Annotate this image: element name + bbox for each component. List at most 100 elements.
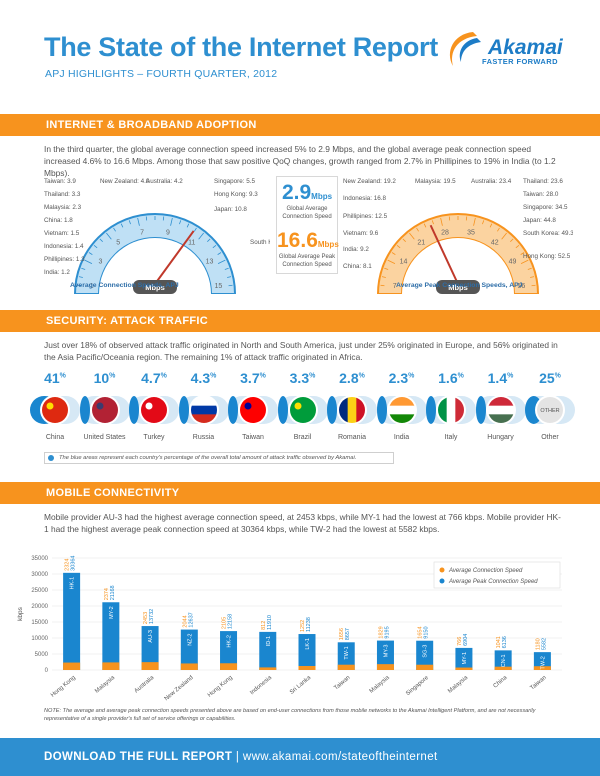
category-label: Singapore: [405, 675, 430, 698]
gauge-tick: [179, 220, 182, 225]
gauge-tick: [81, 267, 86, 270]
category-label: Malaysia: [447, 675, 470, 695]
attack-pct-value: 10%: [93, 370, 116, 386]
gauge-tick-label: 14: [400, 259, 408, 266]
avg-bar: [455, 667, 473, 670]
avg-bar: [494, 666, 512, 670]
peak-bar: [102, 602, 120, 670]
avg-value-label: 2324: [65, 559, 71, 571]
attack-fill-bar: [129, 396, 139, 424]
avg-bar: [102, 662, 120, 670]
avg-value-label: 1252: [300, 620, 306, 632]
gauge-unit: Mbps: [145, 283, 165, 292]
y-tick-label: 30000: [31, 572, 48, 578]
peak-bar: [298, 634, 316, 670]
peak-value-label: 12637: [188, 612, 194, 627]
logo-wordmark: Akamai: [488, 36, 563, 59]
gauge-tick-label: 11: [188, 240, 195, 247]
footer-banner[interactable]: DOWNLOAD THE FULL REPORT | www.akamai.co…: [0, 738, 600, 776]
provider-label: TW-1: [344, 646, 350, 659]
gauge-unit: Mbps: [448, 283, 468, 292]
gauge-country-label: Australia: 23.4: [471, 178, 512, 185]
akamai-logo-icon[interactable]: [443, 28, 583, 70]
peak-gauge-caption: Average Peak Connection Speeds, APJ: [396, 282, 523, 289]
provider-label: HK-1: [70, 577, 76, 590]
peak-bar: [259, 631, 277, 670]
avg-bar: [259, 667, 277, 670]
country-name: Other: [541, 434, 559, 441]
gauge-face: [402, 238, 514, 294]
gauge-country-label: Australia: 4.2: [146, 178, 183, 185]
gauge-tick: [186, 223, 190, 228]
country-name: Taiwan: [242, 434, 264, 441]
global-peak-unit: Mbps: [317, 240, 339, 249]
y-tick-label: 20000: [31, 604, 48, 610]
section-heading: INTERNET & BROADBAND ADOPTION: [36, 114, 267, 136]
gauge-country-label: Hong Kong: 52.5: [523, 253, 571, 260]
gauge-tick: [416, 227, 419, 232]
attack-fill-bar: [79, 396, 90, 424]
peak-value-label: 11910: [267, 615, 273, 630]
download-report-link[interactable]: DOWNLOAD THE FULL REPORT: [44, 751, 233, 763]
attack-fill-bar: [426, 396, 436, 424]
country-flag-icon: [79, 395, 130, 425]
peak-bar: [63, 572, 81, 670]
country-flag-icon: [475, 395, 526, 425]
gauge-tick-label: 9: [166, 229, 170, 236]
note-bullet-icon: [48, 455, 54, 461]
gauge-tick: [497, 227, 500, 232]
avg-value-label: 1654: [418, 626, 424, 638]
attack-pct-value: 1.4%: [487, 370, 514, 386]
gauge-tick: [217, 252, 222, 255]
gauge-tick-label: 1: [90, 283, 94, 290]
avg-bar: [141, 662, 159, 670]
country-flag-icon: [30, 395, 80, 425]
country-flag-icon: [178, 395, 229, 425]
provider-label: ID-1: [266, 636, 272, 646]
category-label: Malaysia: [94, 675, 117, 695]
gauge-country-label: India: 9.2: [343, 246, 369, 253]
gauge-tick: [482, 220, 485, 225]
peak-value-label: 8657: [345, 628, 351, 640]
category-label: Australia: [134, 675, 156, 695]
attack-fill-bar: [327, 396, 337, 424]
gauge-face: [99, 238, 211, 294]
gauge-tick: [106, 232, 112, 240]
avg-value-label: 2044: [182, 615, 188, 627]
other-label: OTHER: [540, 408, 559, 414]
country-flag-icon: [129, 395, 179, 425]
attack-pct-value: 4.3%: [190, 370, 217, 386]
global-avg-value: 2.9: [281, 181, 312, 204]
gauge-tick: [409, 232, 415, 240]
gauge-tick: [391, 252, 396, 255]
gauge-tick: [113, 227, 116, 232]
gauge-country-label: Singapore: 5.5: [214, 178, 255, 185]
peak-bar: [141, 626, 159, 670]
attack-pct-value: 3.3%: [289, 370, 316, 386]
peak-value-label: 21168: [110, 585, 116, 600]
country-name: India: [393, 434, 410, 441]
country-name: Russia: [192, 434, 215, 441]
gauge-tick: [137, 217, 140, 226]
gauge-tick: [120, 223, 124, 228]
country-flag-icon: [228, 395, 278, 425]
category-label: New Zealand: [164, 675, 195, 702]
provider-label: MY-1: [462, 652, 468, 665]
gauge-country-label: Malaysia: 19.5: [415, 178, 456, 185]
peak-value-label: 6904: [463, 634, 469, 646]
gauge-tick: [387, 259, 396, 264]
provider-label: CN-1: [501, 654, 507, 667]
peak-bar: [220, 631, 238, 670]
category-label: Taiwan: [333, 675, 351, 692]
gauge-tick: [530, 276, 535, 278]
y-tick-label: 25000: [31, 588, 48, 594]
report-url-link[interactable]: www.akamai.com/stateoftheinternet: [242, 751, 438, 763]
section-mobile: MOBILE CONNECTIVITY: [0, 482, 600, 504]
gauge-country-label: Indonesia: 1.4: [44, 243, 84, 250]
peak-value-label: 9195: [384, 626, 390, 638]
gauge-tick-label: 3: [99, 259, 103, 266]
gauge-tick: [402, 238, 406, 242]
gauge-tick: [227, 276, 232, 278]
attack-pct-value: 2.3%: [388, 370, 415, 386]
